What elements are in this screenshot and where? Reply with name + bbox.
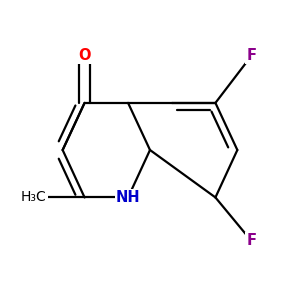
Text: O: O	[78, 48, 91, 63]
Text: F: F	[246, 233, 256, 248]
Text: NH: NH	[116, 190, 140, 205]
Text: H₃C: H₃C	[21, 190, 46, 204]
Text: F: F	[246, 48, 256, 63]
